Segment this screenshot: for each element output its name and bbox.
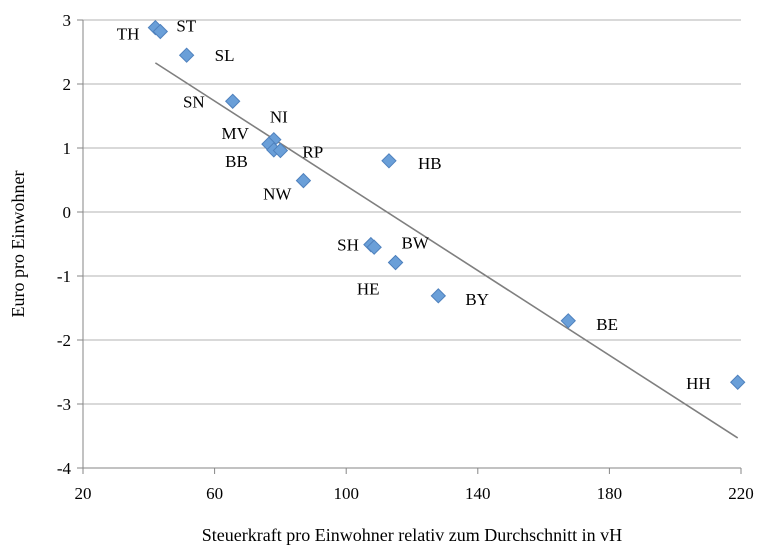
point-label-be: BE [596,315,618,334]
point-label-rp: RP [302,143,323,162]
point-label-bw: BW [402,234,430,253]
point-label-mv: MV [221,124,249,143]
x-tick-labels: 20 60 100 140 180 220 [75,468,754,503]
x-tick-label: 20 [75,484,92,503]
y-tick-label: -2 [57,331,71,350]
data-point-rp [272,142,289,159]
y-tick-label: 3 [63,11,72,30]
x-tick-label: 220 [728,484,754,503]
y-tick-label: -4 [57,459,72,478]
trendline [154,62,739,439]
point-label-th: TH [117,25,140,44]
data-point-sn [224,93,241,109]
point-label-bb: BB [225,152,248,171]
y-tick-label: -1 [57,267,71,286]
point-label-he: HE [357,280,380,299]
data-point [366,239,382,255]
data-point-sl [178,47,195,63]
x-tick-label: 100 [333,484,359,503]
data-point-hb [381,153,397,169]
data-point-he [387,254,404,271]
y-tick-label: 2 [63,75,72,94]
point-label-sl: SL [215,46,235,65]
point-labels: TH ST SL SN NI MV BB RP HB NW SH BW HE BY BE HH [117,17,711,394]
data-point-st [152,23,169,40]
data-point-nw [295,172,312,189]
y-tick-label: -3 [57,395,71,414]
data-point-by [430,288,447,304]
data-point-hh [730,374,746,390]
point-label-st: ST [176,17,196,36]
x-tick-label: 140 [465,484,491,503]
x-tick-label: 180 [597,484,623,503]
data-points [147,19,746,390]
point-label-nw: NW [263,185,292,204]
y-tick-labels: -4 -3 -2 -1 0 1 2 3 [57,11,83,478]
point-label-by: BY [465,290,489,309]
x-tick-label: 60 [206,484,223,503]
gridlines [83,19,741,405]
point-label-hh: HH [686,374,711,393]
point-label-ni: NI [270,108,288,127]
y-axis-title: Euro pro Einwohner [8,171,28,318]
point-label-sh: SH [337,236,359,255]
y-tick-label: 1 [63,139,72,158]
data-point-be [560,313,576,329]
x-axis-title: Steuerkraft pro Einwohner relativ zum Du… [202,525,622,545]
y-tick-label: 0 [63,203,72,222]
point-label-sn: SN [183,92,205,111]
point-label-hb: HB [418,154,442,173]
